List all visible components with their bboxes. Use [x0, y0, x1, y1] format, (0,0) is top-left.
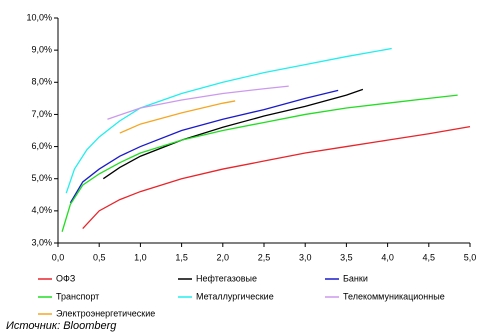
y-tick-label: 7,0% [31, 109, 52, 119]
x-tick-label: 3,0 [299, 252, 312, 262]
y-tick-label: 8,0% [31, 77, 52, 87]
x-tick-label: 0,0 [52, 252, 65, 262]
y-tick-label: 3,0% [31, 237, 52, 247]
y-tick-label: 5,0% [31, 173, 52, 183]
x-tick-label: 4,0 [381, 252, 394, 262]
y-tick-label: 9,0% [31, 45, 52, 55]
x-tick-label: 1,0 [134, 252, 147, 262]
x-tick-label: 0,5 [93, 252, 106, 262]
series-line [65, 47, 392, 194]
y-tick-label: 10,0% [26, 12, 52, 22]
legend-label: Нефтегазовые [196, 273, 257, 283]
x-tick-label: 5,0 [464, 252, 477, 262]
series-line [119, 100, 236, 134]
x-tick-label: 2,5 [258, 252, 271, 262]
legend-label: Электроэнергетические [56, 308, 155, 318]
source: Источник: Bloomberg [6, 320, 117, 332]
series-line [107, 85, 289, 120]
series-line [82, 126, 471, 229]
legend-label: Транспорт [56, 291, 99, 301]
legend-label: Банки [343, 273, 368, 283]
x-tick-label: 3,5 [340, 252, 353, 262]
legend-label: Телекоммуникационные [343, 291, 445, 301]
series-line [102, 88, 364, 180]
y-tick-label: 4,0% [31, 205, 52, 215]
legend-label: ОФЗ [56, 273, 75, 283]
series-line [61, 94, 458, 232]
x-tick-label: 1,5 [175, 252, 188, 262]
x-tick-label: 4,5 [423, 252, 436, 262]
x-tick-label: 2,0 [217, 252, 230, 262]
legend-label: Металлургические [196, 291, 274, 301]
series-line [69, 89, 339, 204]
y-tick-label: 6,0% [31, 141, 52, 151]
